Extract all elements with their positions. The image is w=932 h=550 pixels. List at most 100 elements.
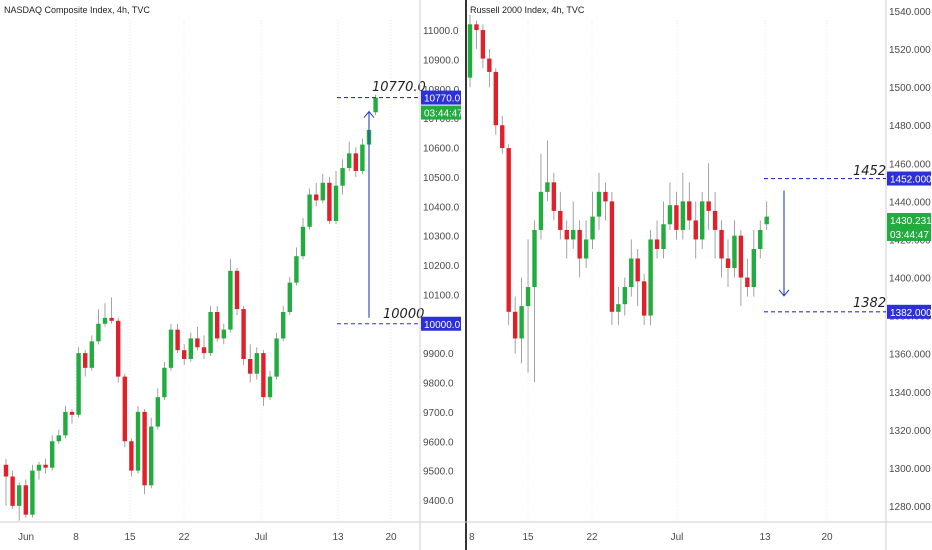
russell-candle-body bbox=[622, 287, 627, 305]
russell-candle-body bbox=[674, 205, 679, 230]
russell-candle-body bbox=[764, 216, 769, 225]
nasdaq-candle-body bbox=[261, 353, 266, 398]
russell-candle-body bbox=[758, 229, 763, 249]
nasdaq-candle-body bbox=[36, 464, 42, 471]
russell-candle-body bbox=[719, 229, 724, 259]
nasdaq-base-price-tag-text: 10000.0 bbox=[424, 320, 461, 331]
nasdaq-candle-body bbox=[135, 411, 141, 471]
russell-candle-body bbox=[635, 258, 640, 282]
nasdaq-candle-body bbox=[175, 329, 180, 351]
nasdaq-candle-body bbox=[56, 435, 61, 442]
russell-time-label: 20 bbox=[821, 532, 833, 543]
russell-candle-body bbox=[519, 306, 524, 339]
russell-last-price-tag-text: 1430.231 bbox=[890, 216, 932, 227]
russell-candle-body bbox=[629, 258, 634, 288]
nasdaq-target-annotation: 10770.0 bbox=[372, 80, 426, 95]
nasdaq-price-tick-label: 10300.0 bbox=[423, 232, 460, 243]
nasdaq-price-tick-label: 9400.0 bbox=[423, 496, 454, 507]
russell-candle-body bbox=[506, 148, 511, 312]
nasdaq-candle-body bbox=[327, 182, 332, 221]
russell-candle-body bbox=[571, 229, 576, 240]
nasdaq-candle-body bbox=[281, 312, 286, 339]
russell-price-tick-label: 1480.000 bbox=[889, 121, 931, 132]
nasdaq-candle-body bbox=[287, 282, 292, 312]
russell-candle-body bbox=[480, 30, 486, 59]
russell-candle-body bbox=[577, 229, 582, 259]
nasdaq-candle-body bbox=[208, 312, 213, 354]
russell-candle-body bbox=[512, 311, 518, 339]
russell-price-tick-label: 1520.000 bbox=[889, 45, 931, 56]
russell-move-arrow-head bbox=[778, 289, 790, 297]
nasdaq-price-tick-label: 10600.0 bbox=[423, 144, 460, 155]
russell-target-annotation: 1452 bbox=[853, 164, 886, 179]
nasdaq-base-price-tag bbox=[421, 316, 461, 331]
russell-candle-body bbox=[609, 201, 615, 312]
nasdaq-target-price-tag-text: 10770.0 bbox=[424, 94, 461, 105]
nasdaq-candle-body bbox=[347, 153, 352, 169]
russell-candle-body bbox=[654, 239, 660, 249]
nasdaq-time-label: Jul bbox=[255, 532, 268, 543]
russell-candle-body bbox=[596, 191, 602, 217]
nasdaq-price-tick-label: 9800.0 bbox=[423, 379, 454, 390]
nasdaq-time-label: 20 bbox=[385, 532, 397, 543]
russell-candle-body bbox=[616, 304, 621, 312]
nasdaq-candle-body bbox=[69, 411, 75, 415]
nasdaq-candle-body bbox=[254, 353, 259, 374]
russell-candle-body bbox=[706, 201, 711, 211]
russell-candle-body bbox=[545, 182, 550, 192]
russell-candle-body bbox=[738, 235, 744, 278]
nasdaq-candle-body bbox=[168, 329, 174, 368]
russell-time-label: Jul bbox=[671, 532, 684, 543]
nasdaq-price-tick-label: 10800.0 bbox=[423, 85, 460, 96]
nasdaq-time-label: 8 bbox=[73, 532, 79, 543]
nasdaq-time-label: 15 bbox=[124, 532, 136, 543]
nasdaq-candle-body bbox=[17, 485, 22, 506]
nasdaq-candle-body bbox=[373, 97, 378, 113]
russell-time-label: 22 bbox=[586, 532, 598, 543]
nasdaq-candle-body bbox=[129, 441, 134, 471]
russell-price-tick-label: 1300.000 bbox=[889, 464, 931, 475]
nasdaq-candle-body bbox=[360, 144, 365, 171]
nasdaq-candle-body bbox=[162, 367, 167, 398]
nasdaq-price-tick-label: 10700.0 bbox=[423, 114, 460, 125]
russell-candle-body bbox=[700, 201, 705, 240]
russell-candle-body bbox=[648, 239, 653, 316]
russell-price-tick-label: 1340.000 bbox=[889, 388, 931, 399]
nasdaq-candle-body bbox=[241, 309, 246, 359]
nasdaq-candle-body bbox=[215, 312, 220, 339]
russell-base-annotation: 1382 bbox=[853, 296, 886, 311]
russell-candle-body bbox=[532, 229, 537, 288]
russell-candle-body bbox=[551, 182, 557, 211]
nasdaq-candle-body bbox=[228, 270, 233, 330]
nasdaq-candle-body bbox=[43, 464, 48, 468]
nasdaq-candle-body bbox=[155, 397, 160, 427]
nasdaq-price-tick-label: 10500.0 bbox=[423, 173, 460, 184]
russell-price-tick-label: 1440.000 bbox=[889, 197, 931, 208]
nasdaq-candle-body bbox=[267, 376, 273, 398]
russell-candle-body bbox=[667, 205, 673, 225]
nasdaq-base-annotation: 10000 bbox=[383, 307, 424, 322]
nasdaq-candle-body bbox=[109, 317, 114, 321]
russell-candle-body bbox=[500, 125, 505, 149]
russell-candle-body bbox=[732, 235, 737, 269]
nasdaq-candle-body bbox=[89, 341, 94, 368]
nasdaq-candle-body bbox=[102, 317, 108, 324]
russell-price-tick-label: 1500.000 bbox=[889, 83, 931, 94]
nasdaq-candle-body bbox=[314, 194, 319, 201]
russell-candle-body bbox=[487, 58, 492, 72]
nasdaq-chart-title: NASDAQ Composite Index, 4h, TVC bbox=[4, 5, 150, 15]
nasdaq-candle-body bbox=[274, 338, 279, 377]
nasdaq-candle-body bbox=[182, 350, 187, 359]
russell-candle-body bbox=[474, 24, 479, 31]
russell-price-tick-label: 1460.000 bbox=[889, 159, 931, 170]
nasdaq-candle-body bbox=[300, 226, 306, 257]
russell-candle-body bbox=[590, 216, 595, 240]
russell-candle-body bbox=[583, 239, 589, 259]
russell-candle-body bbox=[558, 210, 563, 230]
russell-target-price-tag-text: 1452.000 bbox=[890, 175, 932, 186]
nasdaq-candle-body bbox=[142, 411, 147, 486]
russell-candle-body bbox=[712, 210, 718, 230]
nasdaq-price-tick-label: 10100.0 bbox=[423, 290, 460, 301]
nasdaq-candle-body bbox=[30, 470, 35, 515]
